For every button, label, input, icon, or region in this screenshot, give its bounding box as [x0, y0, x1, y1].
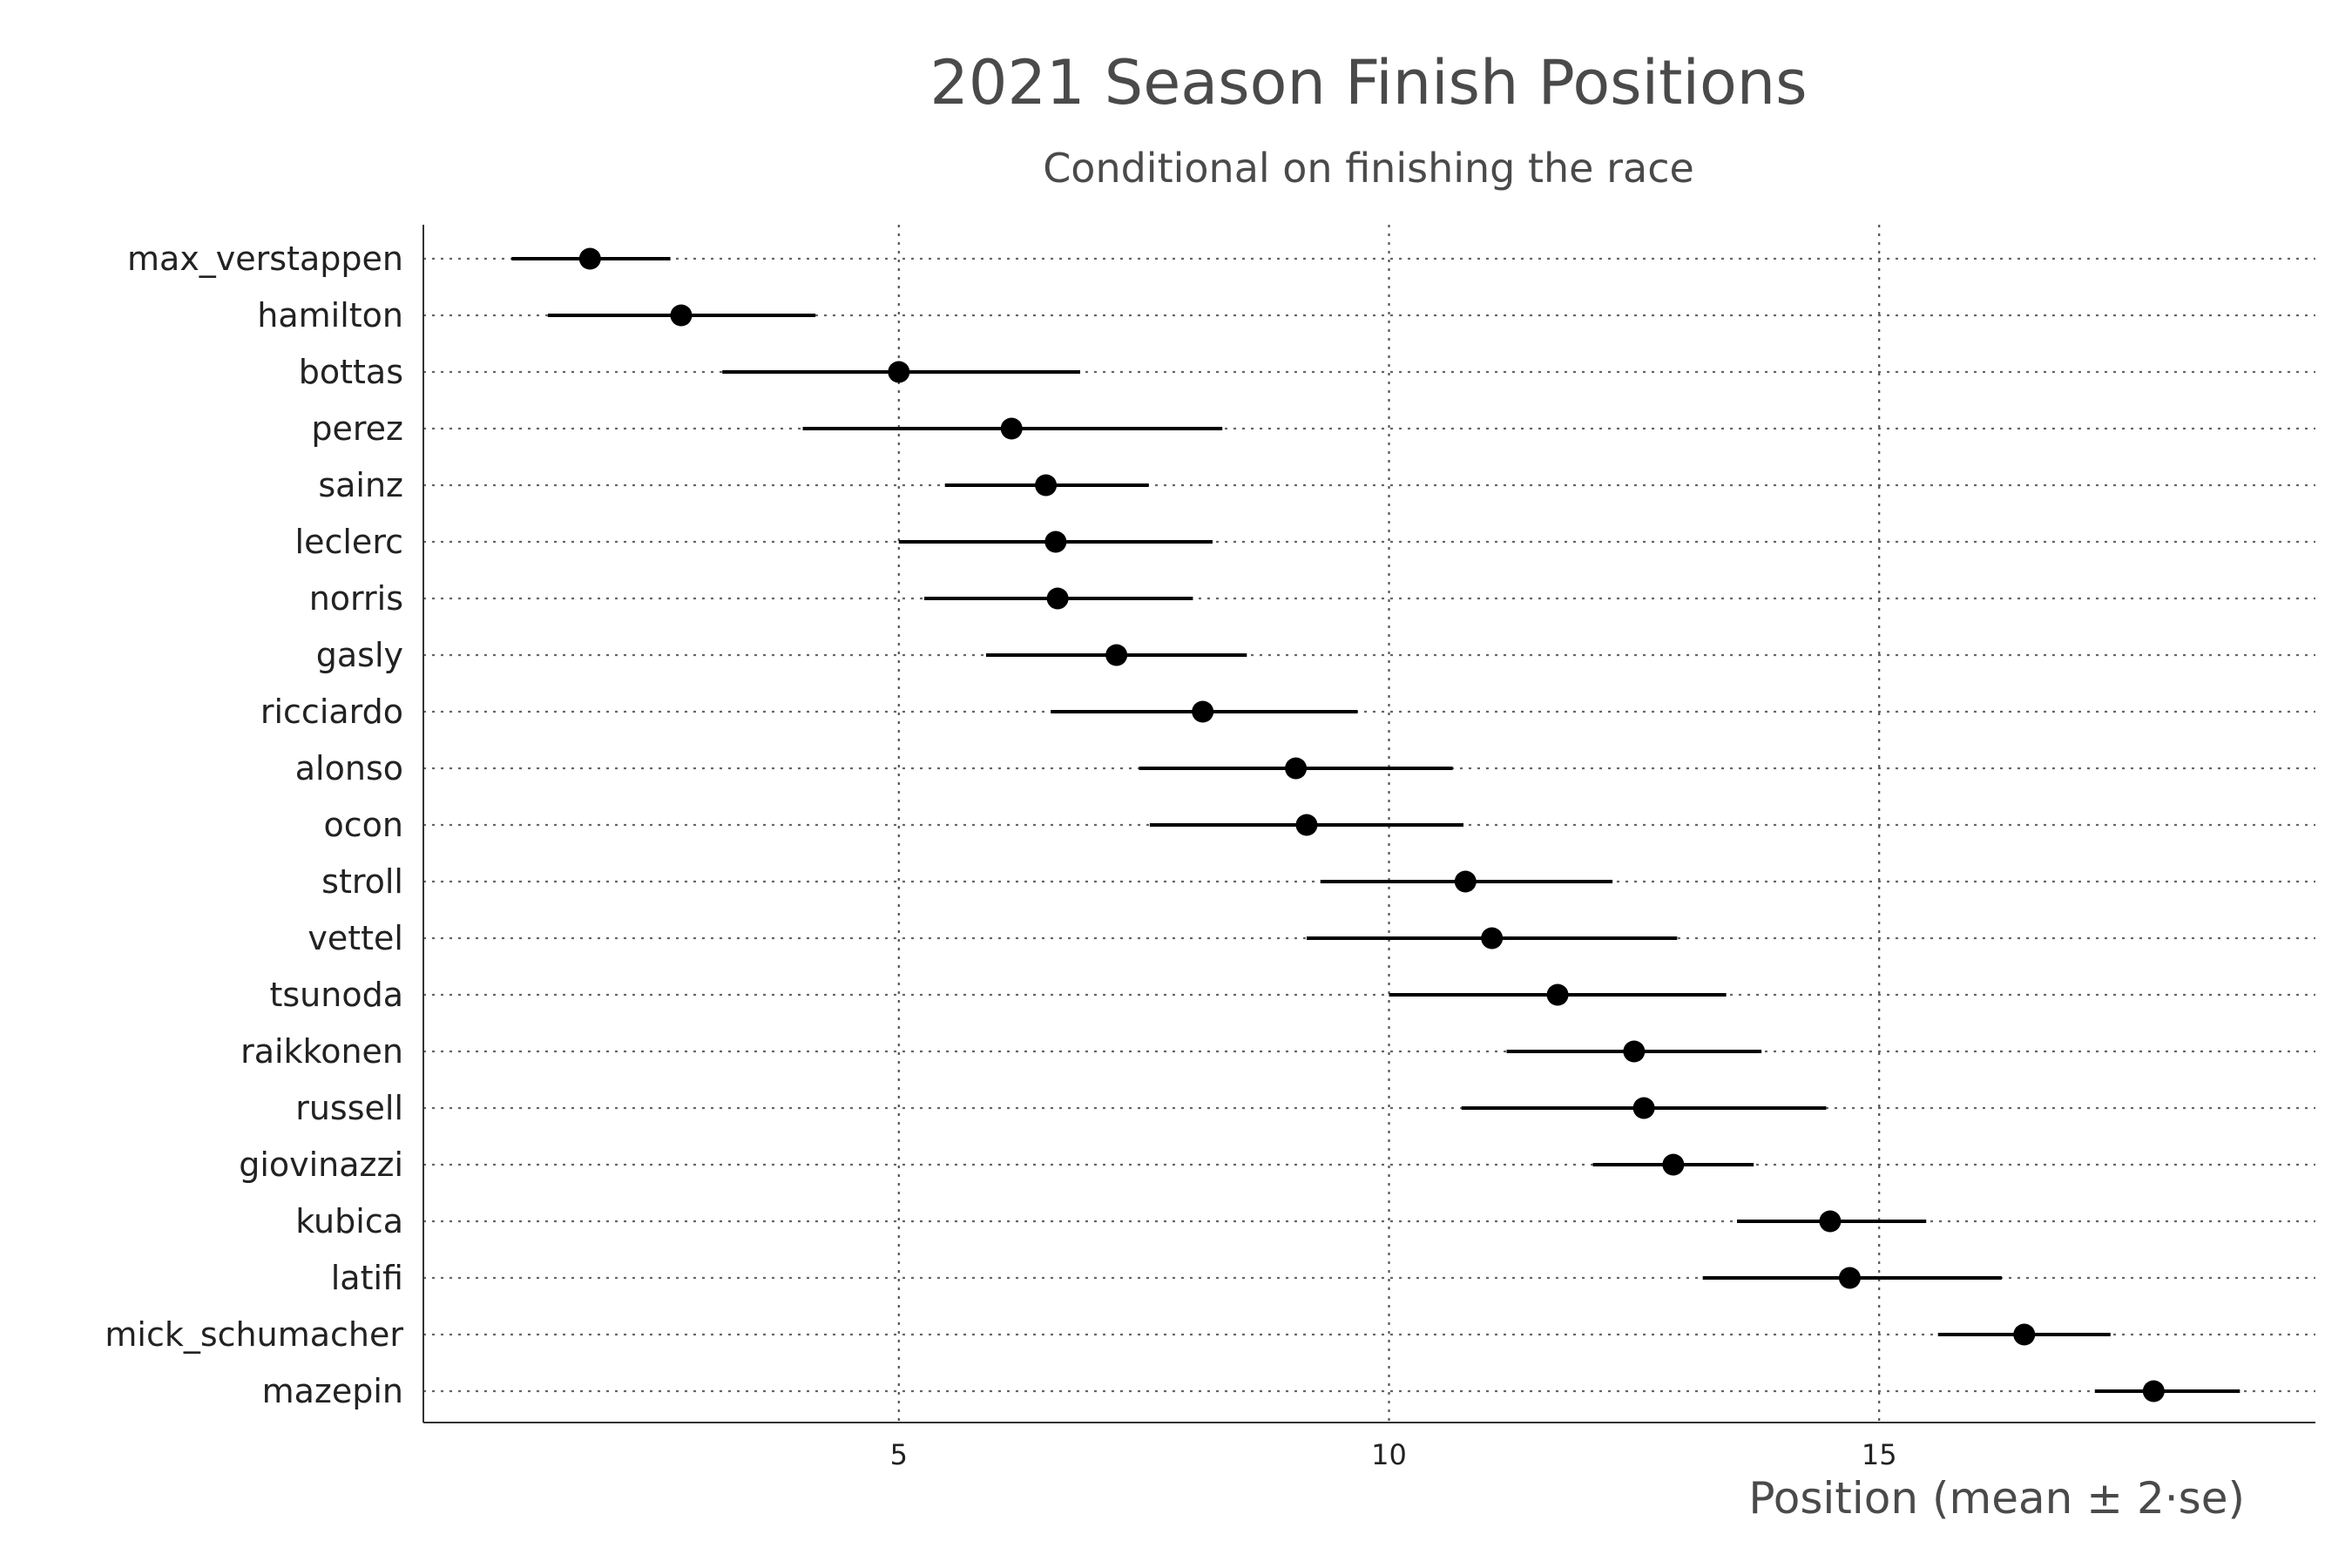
- mean-point: [2142, 1380, 2165, 1402]
- mean-point: [1454, 870, 1477, 893]
- mean-point: [1044, 531, 1067, 553]
- y-tick-label: tsunoda: [269, 976, 403, 1014]
- mean-point: [1105, 644, 1128, 666]
- y-tick-label: ocon: [324, 806, 403, 844]
- y-tick-label: leclerc: [295, 523, 403, 561]
- mean-point: [1046, 587, 1069, 610]
- x-tick-label: 5: [890, 1438, 908, 1471]
- y-tick-label: norris: [309, 579, 403, 618]
- mean-point: [1662, 1153, 1685, 1176]
- mean-point: [1623, 1040, 1646, 1063]
- mean-point: [888, 361, 910, 383]
- y-tick-label: latifi: [331, 1259, 403, 1297]
- y-tick-label: mick_schumacher: [105, 1315, 403, 1354]
- y-tick-label: ricciardo: [260, 693, 403, 731]
- mean-point: [1192, 700, 1214, 723]
- mean-point: [1035, 474, 1058, 497]
- y-tick-label: perez: [311, 409, 403, 448]
- mean-point: [2013, 1323, 2036, 1346]
- y-tick-labels: max_verstappen hamilton bottas perez sainz le…: [105, 240, 403, 1410]
- y-tick-label: hamilton: [257, 296, 403, 335]
- x-tick-labels: 5 10 15: [890, 1438, 1897, 1471]
- y-tick-label: bottas: [299, 353, 403, 391]
- mean-point: [578, 247, 601, 270]
- x-axis-label: Position (mean ± 2·se): [1748, 1473, 2245, 1524]
- y-tick-label: vettel: [308, 919, 403, 957]
- y-tick-label: russell: [295, 1089, 403, 1127]
- y-tick-label: stroll: [321, 862, 403, 901]
- y-tick-label: mazepin: [262, 1372, 403, 1410]
- y-tick-label: raikkonen: [240, 1032, 403, 1071]
- y-tick-label: giovinazzi: [239, 1146, 403, 1184]
- mean-point: [1481, 927, 1504, 950]
- mean-point: [1285, 757, 1308, 780]
- y-tick-label: sainz: [318, 466, 403, 504]
- mean-point: [1838, 1267, 1861, 1289]
- mean-point: [1632, 1097, 1655, 1119]
- mean-point: [1819, 1210, 1842, 1233]
- chart-subtitle: Conditional on finishing the race: [1043, 145, 1694, 192]
- mean-point: [1546, 983, 1569, 1006]
- y-tick-label: kubica: [295, 1202, 403, 1240]
- y-tick-label: max_verstappen: [127, 240, 403, 278]
- x-tick-label: 15: [1862, 1438, 1897, 1471]
- mean-point: [1000, 417, 1023, 440]
- mean-point: [670, 304, 693, 327]
- mean-point: [1295, 814, 1318, 836]
- x-tick-label: 10: [1371, 1438, 1407, 1471]
- axes: [422, 225, 2315, 1423]
- chart-title: 2021 Season Finish Positions: [929, 47, 1807, 118]
- y-tick-label: alonso: [295, 749, 403, 787]
- data-marks: [511, 247, 2240, 1402]
- y-tick-label: gasly: [316, 636, 403, 674]
